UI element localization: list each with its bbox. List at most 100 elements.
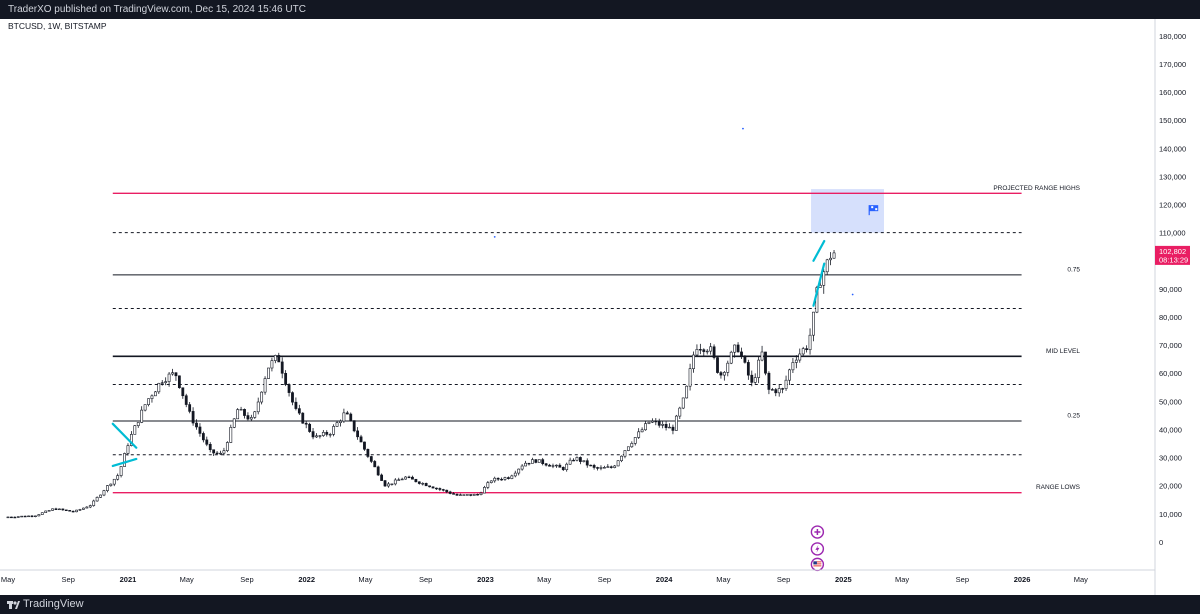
candle: [308, 422, 312, 433]
candle-body: [153, 391, 157, 397]
candle-body: [188, 404, 192, 412]
candle: [167, 372, 171, 387]
candle: [551, 463, 555, 469]
y-tick-label: 80,000: [1159, 313, 1182, 322]
candle: [753, 373, 757, 384]
candle: [496, 477, 500, 481]
candle-body: [294, 401, 298, 409]
candle: [6, 516, 10, 519]
candle: [722, 371, 726, 381]
candle: [657, 418, 661, 428]
flag-stripe: [813, 565, 822, 567]
candle-body: [219, 452, 222, 455]
candle: [537, 459, 541, 463]
candle-body: [297, 408, 301, 414]
candle-body: [674, 415, 678, 431]
candle-body: [260, 391, 264, 403]
candle: [198, 423, 202, 437]
x-tick-label: Sep: [956, 575, 969, 584]
candle: [297, 404, 301, 415]
candle-body: [589, 464, 593, 467]
candle-body: [705, 350, 709, 353]
y-tick-label: 150,000: [1159, 116, 1186, 125]
candle-body: [147, 398, 150, 405]
candle-body: [640, 429, 644, 433]
candle: [568, 457, 572, 465]
candle: [61, 508, 65, 511]
lightning-glyph: [815, 544, 820, 553]
candle: [390, 483, 394, 486]
candle: [44, 510, 48, 513]
plus-icon: [810, 525, 825, 539]
candle: [249, 414, 253, 421]
candle-body: [51, 508, 54, 511]
candle-body: [767, 372, 771, 390]
candle: [75, 509, 78, 513]
y-tick-label: 20,000: [1159, 482, 1182, 491]
candle-body: [459, 494, 462, 496]
candle-body: [472, 494, 476, 496]
candle-body: [513, 472, 517, 477]
candle-body: [335, 422, 339, 427]
candle: [832, 250, 836, 259]
candle: [164, 377, 168, 386]
candle-body: [253, 411, 257, 418]
candle-body: [551, 465, 555, 467]
candle: [260, 391, 264, 405]
candle-body: [476, 494, 479, 496]
x-tick-label: Sep: [240, 575, 253, 584]
candle: [414, 478, 418, 483]
candle-body: [435, 487, 438, 490]
candle: [702, 348, 706, 356]
candle: [246, 412, 250, 421]
price-chart[interactable]: PROJECTED RANGE HIGHS 0.75 MID LEVEL 0.25 RA…: [0, 19, 1200, 595]
candle: [822, 269, 826, 294]
candle: [263, 376, 267, 395]
candle-body: [777, 388, 781, 394]
candle: [575, 456, 579, 462]
candle: [678, 406, 682, 420]
x-tick-label: 2025: [835, 575, 852, 584]
candle: [239, 406, 243, 411]
candle-body: [167, 373, 171, 382]
candle: [373, 460, 377, 468]
lightning-icon: [810, 542, 825, 556]
candle-body: [757, 359, 761, 378]
candle-body: [527, 462, 531, 465]
chart-area[interactable]: PROJECTED RANGE HIGHS 0.75 MID LEVEL 0.25 RA…: [0, 19, 1200, 595]
candle: [349, 412, 353, 422]
candle-body: [650, 420, 654, 423]
stray-dot-2: [851, 293, 854, 296]
candle-body: [397, 479, 401, 481]
candle-body: [626, 446, 630, 451]
candle: [47, 510, 51, 512]
candle-body: [315, 435, 318, 438]
candle: [541, 457, 545, 466]
candle: [280, 357, 284, 379]
candle: [157, 382, 161, 394]
candle: [232, 418, 236, 429]
candle: [256, 397, 260, 415]
candle-body: [150, 395, 154, 399]
candle-body: [753, 377, 757, 383]
candle-body: [644, 423, 647, 431]
candle: [34, 515, 37, 518]
candle: [40, 512, 44, 515]
x-tick-label: Sep: [419, 575, 432, 584]
candle-body: [222, 450, 226, 454]
candle: [188, 402, 192, 414]
candle: [750, 370, 754, 387]
candle-body: [726, 362, 730, 373]
candle-body: [174, 372, 178, 377]
candle-body: [537, 459, 541, 463]
candle-body: [157, 383, 161, 393]
candle: [229, 424, 233, 444]
candle: [369, 455, 373, 464]
candle: [462, 494, 466, 496]
candle: [277, 352, 281, 363]
candle-body: [729, 351, 733, 364]
y-tick-label: 140,000: [1159, 144, 1186, 153]
candle-body: [229, 427, 233, 443]
candle-body: [390, 483, 394, 486]
candle: [452, 492, 455, 495]
